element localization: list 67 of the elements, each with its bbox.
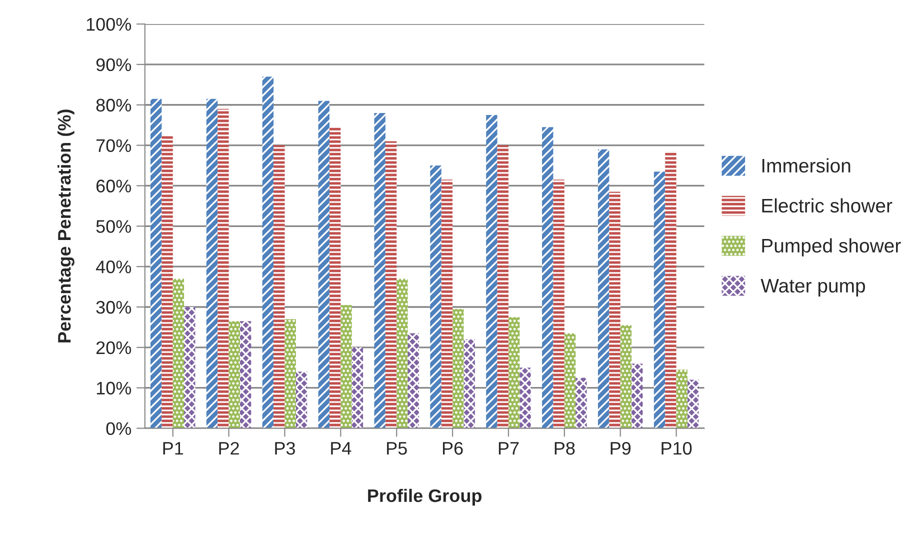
- bar: [385, 141, 397, 428]
- bar: [676, 370, 688, 428]
- bar: [262, 76, 274, 428]
- bar: [318, 100, 330, 428]
- x-tick-label: P10: [662, 442, 692, 455]
- bar: [430, 166, 442, 428]
- bar: [218, 108, 229, 428]
- x-tick-label: P1: [163, 442, 184, 455]
- bar: [598, 149, 610, 428]
- bar: [396, 278, 408, 428]
- bar: [172, 278, 184, 428]
- bar: [497, 145, 508, 428]
- bar: [184, 306, 196, 428]
- bar: [464, 339, 475, 428]
- y-tick-label: 70%: [96, 139, 132, 152]
- bar: [576, 378, 587, 428]
- bar: [632, 364, 643, 428]
- bar: [240, 321, 252, 428]
- bar: [486, 114, 498, 428]
- x-tick-label: P2: [219, 442, 239, 455]
- y-tick-label: 20%: [96, 341, 132, 354]
- bar: [508, 317, 520, 428]
- bar: [542, 127, 554, 428]
- legend-label: Pumped shower: [762, 238, 901, 256]
- bar: [228, 321, 240, 428]
- y-tick-label: 80%: [96, 98, 132, 112]
- bar: [441, 180, 453, 428]
- bar: [665, 151, 676, 428]
- y-tick-label: 40%: [96, 260, 132, 274]
- x-tick-label: P9: [610, 442, 631, 455]
- bar: [150, 98, 162, 428]
- bar: [687, 380, 699, 428]
- y-axis-title: Percentage Penetration (%): [57, 110, 74, 342]
- bar: [408, 333, 419, 428]
- y-tick-label: 50%: [96, 220, 132, 233]
- bar: [206, 98, 218, 428]
- bar: [340, 304, 352, 428]
- bar: [620, 325, 632, 428]
- legend-label: Electric shower: [762, 198, 892, 213]
- y-tick-label: 0%: [106, 422, 132, 435]
- legend-label: Immersion: [762, 158, 850, 173]
- x-axis-title: Profile Group: [368, 488, 482, 506]
- bar: [162, 135, 173, 428]
- y-tick-label: 30%: [96, 300, 132, 314]
- bar: [296, 372, 308, 428]
- bar: [352, 347, 364, 428]
- x-tick-label: P8: [554, 442, 575, 455]
- legend-label: Water pump: [760, 279, 865, 296]
- y-tick-label: 60%: [96, 180, 132, 192]
- bar: [274, 145, 285, 428]
- bar: [654, 172, 666, 428]
- x-tick-label: P6: [442, 442, 463, 455]
- bar: [452, 309, 464, 428]
- x-tick-label: P4: [331, 442, 352, 455]
- bar: [609, 192, 620, 428]
- bar: [284, 319, 296, 428]
- bar: [553, 180, 564, 428]
- x-tick-label: P5: [387, 442, 407, 455]
- bar: [329, 127, 341, 428]
- y-tick-label: 10%: [96, 382, 132, 395]
- y-tick-label: 90%: [96, 58, 132, 72]
- bar: [564, 333, 576, 428]
- x-tick-label: P3: [275, 442, 295, 455]
- x-tick-label: P7: [498, 442, 519, 455]
- y-tick-label: 100%: [86, 18, 132, 31]
- bar: [520, 368, 531, 428]
- bar: [374, 112, 386, 428]
